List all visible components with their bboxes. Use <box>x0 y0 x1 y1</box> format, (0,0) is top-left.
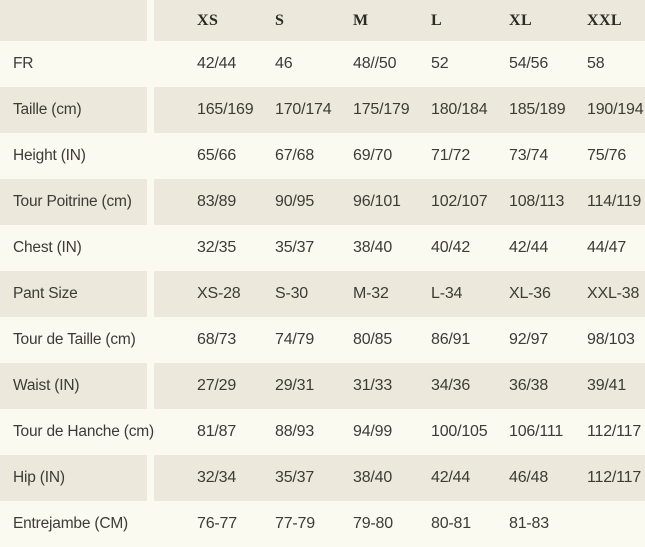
row-label: Chest (IN) <box>0 225 154 271</box>
cell-value: 81-83 <box>509 515 549 532</box>
cell-value: 42/44 <box>509 239 549 256</box>
cell-value: 46/48 <box>509 469 549 486</box>
cell-value: M-32 <box>353 285 389 302</box>
row-label: Entrejambe (CM) <box>0 501 154 547</box>
cell-value: 71/72 <box>431 147 471 164</box>
cell-value: 32/34 <box>197 469 237 486</box>
table-row: Pant Size XS-28 S-30 M-32 L-34 XL-36 XXL-38 <box>0 271 645 317</box>
cell-value: 40/42 <box>431 239 471 256</box>
column-header-xxl: XXL <box>587 11 622 29</box>
table-row: Waist (IN) 27/29 29/31 31/33 34/36 36/38 39/41 <box>0 363 645 409</box>
row-label: Hip (IN) <box>0 455 154 501</box>
row-label: FR <box>0 41 154 87</box>
table-row: Height (IN) 65/66 67/68 69/70 71/72 73/74 75/7… <box>0 133 645 179</box>
cell-value: 94/99 <box>353 423 393 440</box>
cell-value: 100/105 <box>431 423 488 440</box>
cell-value: XXL-38 <box>587 285 640 302</box>
cell-value: 86/91 <box>431 331 471 348</box>
cell-value: 35/37 <box>275 469 315 486</box>
cell-value: 68/73 <box>197 331 237 348</box>
cell-value: XL-36 <box>509 285 551 302</box>
cell-value: 44/47 <box>587 239 627 256</box>
cell-value: 112/117 <box>587 469 642 486</box>
cell-value: 77-79 <box>275 515 315 532</box>
cell-value: 35/37 <box>275 239 315 256</box>
row-label: Height (IN) <box>0 133 154 179</box>
cell-value: 27/29 <box>197 377 237 394</box>
table-row: Entrejambe (CM) 76-77 77-79 79-80 80-81 81-83 <box>0 501 645 547</box>
cell-value: 108/113 <box>509 193 565 210</box>
cell-value: 46 <box>275 55 293 72</box>
table-row: Hip (IN) 32/34 35/37 38/40 42/44 46/48 112/117 <box>0 455 645 501</box>
cell-value: 38/40 <box>353 239 393 256</box>
cell-value: 96/101 <box>353 193 401 210</box>
cell-value: L-34 <box>431 285 463 302</box>
header-row: XS S M L XL XXL <box>0 0 645 41</box>
cell-value: 175/179 <box>353 101 410 118</box>
column-header-m: M <box>353 11 369 29</box>
cell-value: 36/38 <box>509 377 549 394</box>
row-label: Tour Poitrine (cm) <box>0 179 154 225</box>
cell-value: 83/89 <box>197 193 237 210</box>
cell-value: 42/44 <box>197 55 237 72</box>
cell-value: 75/76 <box>587 147 627 164</box>
cell-value: 165/169 <box>197 101 254 118</box>
cell-value: 32/35 <box>197 239 237 256</box>
cell-value: 54/56 <box>509 55 549 72</box>
cell-value: 185/189 <box>509 101 566 118</box>
cell-value: 98/103 <box>587 331 635 348</box>
row-label: Waist (IN) <box>0 363 154 409</box>
cell-value: 170/174 <box>275 101 332 118</box>
cell-value: 65/66 <box>197 147 237 164</box>
column-header-l: L <box>431 11 443 29</box>
table-row: Taille (cm) 165/169 170/174 175/179 180/184 1… <box>0 87 645 133</box>
cell-value <box>544 501 645 547</box>
cell-value: 42/44 <box>431 469 471 486</box>
row-label: Tour de Taille (cm) <box>0 317 154 363</box>
column-header-xs: XS <box>197 11 219 29</box>
cell-value: 81/87 <box>197 423 237 440</box>
cell-value: 180/184 <box>431 101 488 118</box>
cell-value: 34/36 <box>431 377 471 394</box>
cell-value: 48//50 <box>353 55 397 72</box>
cell-value: 106/111 <box>509 423 564 440</box>
cell-value: 38/40 <box>353 469 393 486</box>
table-row: FR 42/44 46 48//50 52 54/56 58 <box>0 41 645 87</box>
cell-value: 76-77 <box>197 515 237 532</box>
cell-value: 80/85 <box>353 331 393 348</box>
cell-value: 67/68 <box>275 147 315 164</box>
cell-value: 79-80 <box>353 515 393 532</box>
cell-value: 58 <box>587 55 605 72</box>
cell-value: 88/93 <box>275 423 315 440</box>
table-row: Tour de Taille (cm) 68/73 74/79 80/85 86/91 9… <box>0 317 645 363</box>
cell-value: XS-28 <box>197 285 241 302</box>
table-row: Chest (IN) 32/35 35/37 38/40 40/42 42/44 44/47 <box>0 225 645 271</box>
cell-value: 29/31 <box>275 377 315 394</box>
column-header-s: S <box>275 11 285 29</box>
cell-value: 39/41 <box>587 377 627 394</box>
cell-value: 112/117 <box>587 423 642 440</box>
cell-value: 74/79 <box>275 331 315 348</box>
row-label: Taille (cm) <box>0 87 154 133</box>
cell-value: 80-81 <box>431 515 471 532</box>
row-label: Pant Size <box>0 271 154 317</box>
cell-value: 52 <box>431 55 449 72</box>
cell-value: 114/119 <box>587 193 642 210</box>
cell-value: 73/74 <box>509 147 549 164</box>
corner-cell <box>0 0 154 41</box>
cell-value: 92/97 <box>509 331 549 348</box>
table-row: Tour de Hanche (cm) 81/87 88/93 94/99 100/10… <box>0 409 645 455</box>
row-label: Tour de Hanche (cm) <box>0 409 154 455</box>
cell-value: S-30 <box>275 285 308 302</box>
table-body: FR 42/44 46 48//50 52 54/56 58 Taille (cm) 165/1… <box>0 41 645 547</box>
cell-value: 69/70 <box>353 147 393 164</box>
column-header-xl: XL <box>509 11 533 29</box>
cell-value: 190/194 <box>587 101 644 118</box>
cell-value: 31/33 <box>353 377 393 394</box>
table-row: Tour Poitrine (cm) 83/89 90/95 96/101 102/10… <box>0 179 645 225</box>
cell-value: 90/95 <box>275 193 315 210</box>
cell-value: 102/107 <box>431 193 488 210</box>
